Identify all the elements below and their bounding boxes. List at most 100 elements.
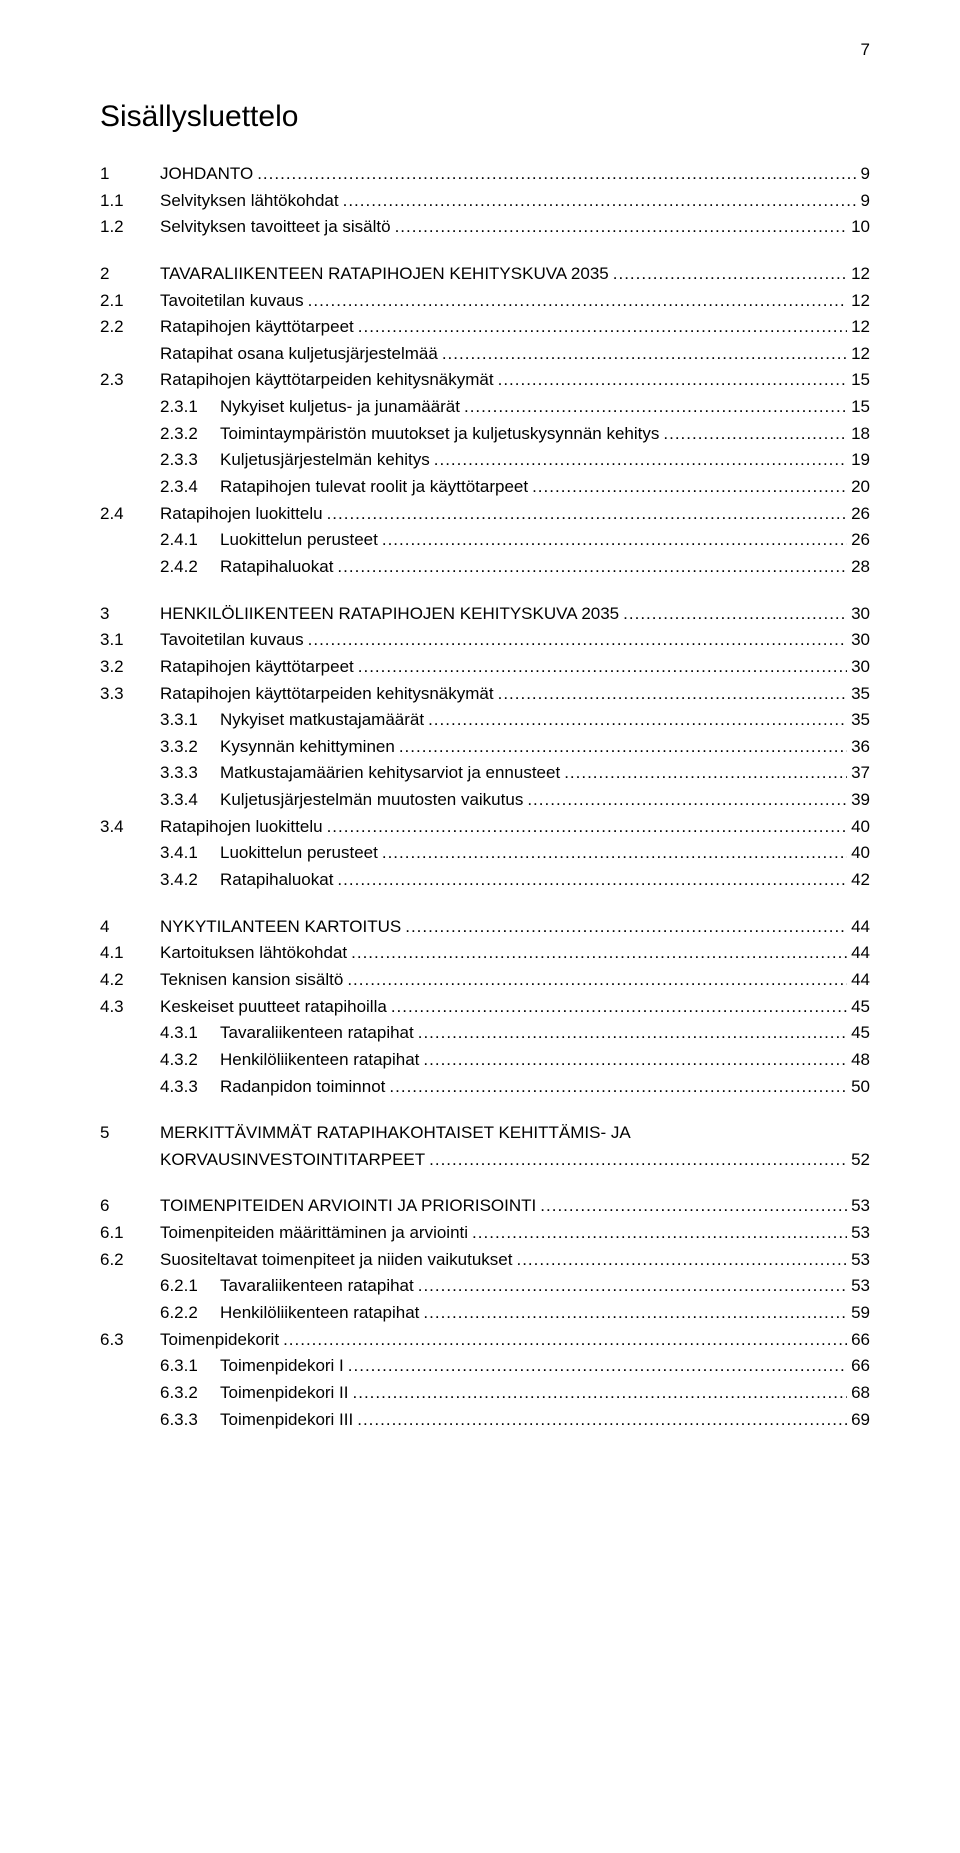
toc-entry-label: Henkilöliikenteen ratapihat: [220, 1048, 419, 1073]
toc-entry-page: 44: [851, 915, 870, 940]
toc-entry-label: Selvityksen lähtökohdat: [160, 189, 339, 214]
toc-row: KORVAUSINVESTOINTITARPEET 52: [100, 1148, 870, 1173]
toc-row: 1JOHDANTO9: [100, 162, 870, 187]
toc-entry-label: Ratapihojen käyttötarpeiden kehitysnäkym…: [160, 368, 494, 393]
toc-entry-number: 4.2: [100, 968, 160, 993]
toc-row: Ratapihat osana kuljetusjärjestelmää12: [100, 342, 870, 367]
toc-row: 2.3.4Ratapihojen tulevat roolit ja käytt…: [100, 475, 870, 500]
toc-entry-label: Kartoituksen lähtökohdat: [160, 941, 347, 966]
toc-entry-page: 20: [851, 475, 870, 500]
toc-row: 2.3Ratapihojen käyttötarpeiden kehitysnä…: [100, 368, 870, 393]
toc-entry-page: 68: [851, 1381, 870, 1406]
toc-row: 3HENKILÖLIIKENTEEN RATAPIHOJEN KEHITYSKU…: [100, 602, 870, 627]
toc-entry-page: 26: [851, 502, 870, 527]
toc-row: 6.3.3Toimenpidekori III69: [100, 1408, 870, 1433]
toc-leader-dots: [347, 968, 847, 993]
toc-row: 3.4Ratapihojen luokittelu40: [100, 815, 870, 840]
toc-entry-label: TAVARALIIKENTEEN RATAPIHOJEN KEHITYSKUVA…: [160, 262, 609, 287]
toc-entry-number: 3.2: [100, 655, 160, 680]
toc-entry-number: 2.3.3: [100, 448, 220, 473]
toc-entry-label: Ratapihojen käyttötarpeiden kehitysnäkym…: [160, 682, 494, 707]
toc-leader-dots: [472, 1221, 847, 1246]
toc-entry-label: Matkustajamäärien kehitysarviot ja ennus…: [220, 761, 560, 786]
toc-row: 6.3Toimenpidekorit66: [100, 1328, 870, 1353]
toc-entry-page: 50: [851, 1075, 870, 1100]
toc-leader-dots: [308, 628, 847, 653]
toc-row: 6.2Suositeltavat toimenpiteet ja niiden …: [100, 1248, 870, 1273]
toc-leader-dots: [399, 735, 847, 760]
toc-leader-dots: [389, 1075, 847, 1100]
toc-entry-page: 9: [861, 189, 870, 214]
toc-entry-number: 6.3.1: [100, 1354, 220, 1379]
toc-row: 2.2Ratapihojen käyttötarpeet12: [100, 315, 870, 340]
toc-leader-dots: [423, 1048, 847, 1073]
toc-entry-number: 4.3.3: [100, 1075, 220, 1100]
toc-row: 2.4.2Ratapihaluokat28: [100, 555, 870, 580]
toc-entry-label: Ratapihojen luokittelu: [160, 815, 323, 840]
toc-entry-number: 6.2.2: [100, 1301, 220, 1326]
toc-row: 1.1Selvityksen lähtökohdat9: [100, 189, 870, 214]
toc-entry-number: 4.3: [100, 995, 160, 1020]
toc-entry-number: 3.3.3: [100, 761, 220, 786]
toc-entry-page: 53: [851, 1248, 870, 1273]
toc-entry-page: 45: [851, 1021, 870, 1046]
toc-entry-number: 6.3: [100, 1328, 160, 1353]
toc-entry-label: KORVAUSINVESTOINTITARPEET: [160, 1148, 425, 1173]
toc-entry-label: Toimenpidekori II: [220, 1381, 349, 1406]
toc-entry-number: 4.3.1: [100, 1021, 220, 1046]
toc-entry-page: 39: [851, 788, 870, 813]
toc-row: 3.3.4Kuljetusjärjestelmän muutosten vaik…: [100, 788, 870, 813]
toc-entry-label: Toimenpiteiden määrittäminen ja arvioint…: [160, 1221, 468, 1246]
toc-entry-label: Kuljetusjärjestelmän muutosten vaikutus: [220, 788, 523, 813]
toc-entry-label: HENKILÖLIIKENTEEN RATAPIHOJEN KEHITYSKUV…: [160, 602, 619, 627]
toc-entry-page: 44: [851, 941, 870, 966]
toc-leader-dots: [357, 1408, 847, 1433]
page-number: 7: [861, 40, 870, 60]
toc-row: 6.2.2Henkilöliikenteen ratapihat 59: [100, 1301, 870, 1326]
toc-entry-page: 12: [851, 342, 870, 367]
toc-row: 6.3.1Toimenpidekori I66: [100, 1354, 870, 1379]
toc-entry-number: 3.1: [100, 628, 160, 653]
toc-row: 3.1Tavoitetilan kuvaus30: [100, 628, 870, 653]
toc-row: 4.1Kartoituksen lähtökohdat44: [100, 941, 870, 966]
toc-entry-label: Tavaraliikenteen ratapihat: [220, 1021, 414, 1046]
toc-leader-dots: [663, 422, 847, 447]
toc-entry-page: 45: [851, 995, 870, 1020]
toc-row: 4.3Keskeiset puutteet ratapihoilla45: [100, 995, 870, 1020]
toc-entry-page: 59: [851, 1301, 870, 1326]
toc-entry-page: 19: [851, 448, 870, 473]
toc-entry-number: 3.3.1: [100, 708, 220, 733]
toc-entry-label: Selvityksen tavoitteet ja sisältö: [160, 215, 391, 240]
toc-entry-label: TOIMENPITEIDEN ARVIOINTI JA PRIORISOINTI: [160, 1194, 536, 1219]
toc-leader-dots: [337, 555, 847, 580]
toc-entry-page: 30: [851, 628, 870, 653]
toc-row: 1.2Selvityksen tavoitteet ja sisältö10: [100, 215, 870, 240]
toc-leader-dots: [337, 868, 847, 893]
toc-row: 3.3Ratapihojen käyttötarpeiden kehitysnä…: [100, 682, 870, 707]
toc-entry-page: 35: [851, 708, 870, 733]
toc-entry-page: 36: [851, 735, 870, 760]
toc-leader-dots: [442, 342, 847, 367]
toc-leader-dots: [327, 815, 848, 840]
toc-leader-dots: [382, 841, 847, 866]
toc-leader-dots: [527, 788, 847, 813]
toc-entry-label: Luokittelun perusteet: [220, 528, 378, 553]
toc-leader-dots: [358, 655, 847, 680]
toc-row: 6.3.2Toimenpidekori II68: [100, 1381, 870, 1406]
toc-entry-label: Ratapihojen luokittelu: [160, 502, 323, 527]
toc-entry-number: 3.4.1: [100, 841, 220, 866]
toc-row: 6TOIMENPITEIDEN ARVIOINTI JA PRIORISOINT…: [100, 1194, 870, 1219]
toc-row: 2.3.3Kuljetusjärjestelmän kehitys19: [100, 448, 870, 473]
toc-entry-label: Henkilöliikenteen ratapihat: [220, 1301, 419, 1326]
toc-entry-label: MERKITTÄVIMMÄT RATAPIHAKOHTAISET KEHITTÄ…: [160, 1121, 631, 1146]
toc-entry-page: 66: [851, 1328, 870, 1353]
toc-leader-dots: [391, 995, 847, 1020]
toc-entry-page: 52: [851, 1148, 870, 1173]
toc-entry-label: Ratapihojen käyttötarpeet: [160, 655, 354, 680]
toc-entry-number: 3.3.2: [100, 735, 220, 760]
toc-leader-dots: [343, 189, 857, 214]
toc-leader-dots: [257, 162, 856, 187]
toc-entry-page: 26: [851, 528, 870, 553]
table-of-contents: 1JOHDANTO91.1Selvityksen lähtökohdat91.2…: [100, 162, 870, 1432]
toc-entry-label: Suositeltavat toimenpiteet ja niiden vai…: [160, 1248, 512, 1273]
